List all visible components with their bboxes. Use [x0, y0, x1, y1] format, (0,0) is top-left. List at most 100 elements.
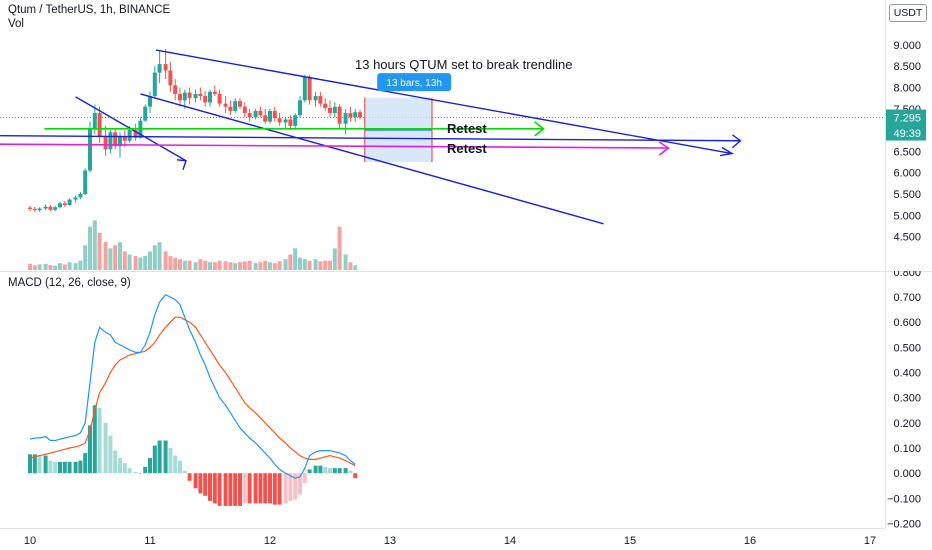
volume-bar	[73, 263, 78, 270]
upper-trendline	[155, 49, 733, 155]
volume-bar	[43, 263, 48, 270]
candle-body	[217, 93, 222, 104]
green-retest-arrowhead	[534, 121, 545, 137]
volume-bar	[152, 245, 157, 270]
volume-bar	[307, 260, 312, 270]
candle-body	[73, 197, 78, 200]
candle-body	[118, 136, 122, 147]
volume-bar	[203, 260, 208, 270]
volume-bar	[163, 251, 168, 270]
candle-body	[53, 207, 58, 210]
macd-histogram-bar	[37, 455, 42, 474]
macd-histogram-bar	[198, 473, 203, 494]
candle-body	[103, 136, 108, 150]
macd-histogram-bar	[268, 473, 272, 504]
macd-tick-label: 0.600	[893, 317, 921, 329]
volume-bar	[302, 259, 307, 270]
macd-histogram-bar	[323, 466, 328, 474]
volume-bar	[58, 263, 62, 270]
volume-bar	[228, 262, 233, 270]
time-tick-label: 10	[24, 535, 36, 547]
volume-bar	[233, 263, 238, 270]
macd-histogram-bar	[103, 422, 108, 474]
volume-bar	[238, 262, 242, 270]
volume-bar	[217, 260, 222, 270]
macd-histogram-bar	[203, 473, 208, 496]
candle-body	[122, 136, 127, 141]
volume-bar	[337, 226, 342, 270]
candle-body	[157, 64, 162, 73]
symbol-title[interactable]: Qtum / TetherUS, 1h, BINANCE	[8, 4, 171, 16]
candle-body	[228, 106, 233, 111]
candle-body	[187, 92, 192, 99]
volume-bar	[298, 257, 302, 270]
macd-histogram-bar	[288, 473, 293, 501]
candle-body	[92, 113, 97, 128]
macd-histogram-bar	[118, 458, 122, 474]
candle-body	[258, 110, 263, 116]
macd-histogram-bar	[307, 469, 312, 474]
macd-histogram-bar	[157, 440, 162, 474]
price-tick-label: 5.000	[893, 210, 921, 222]
volume-title[interactable]: Vol	[8, 18, 24, 30]
volume-bar	[78, 260, 83, 270]
macd-histogram-bar	[348, 470, 353, 474]
candle-body	[198, 93, 203, 97]
candle-body	[143, 106, 148, 121]
price-tick-label: 8.000	[893, 83, 921, 95]
macd-tick-label: −0.200	[887, 519, 921, 531]
macd-histogram-bar	[73, 461, 78, 474]
price-tick-label: 5.500	[893, 189, 921, 201]
volume-bar	[32, 265, 37, 270]
candle-body	[343, 113, 348, 124]
macd-histogram-bar	[253, 473, 258, 504]
time-tick-label: 13	[384, 535, 396, 547]
candle-body	[358, 112, 362, 118]
currency-button[interactable]: USDT	[889, 4, 927, 22]
candle-body	[332, 106, 337, 114]
macd-histogram-bar	[233, 473, 238, 506]
macd-histogram-bar	[283, 473, 288, 504]
candle-body	[148, 96, 152, 107]
candle-body	[127, 130, 132, 141]
macd-tick-label: −0.100	[887, 493, 921, 505]
volume-bar	[97, 232, 102, 270]
volume-bar	[173, 257, 178, 270]
retest-label-green[interactable]: Retest	[447, 121, 487, 136]
retest-label-magenta[interactable]: Retest	[447, 141, 487, 156]
macd-tick-label: 0.700	[893, 292, 921, 304]
macd-histogram-bar	[328, 468, 332, 474]
volume-bar	[113, 245, 118, 270]
time-tick-label: 14	[504, 535, 516, 547]
macd-histogram-bar	[88, 425, 92, 474]
macd-histogram-bar	[122, 463, 127, 474]
volume-bar	[277, 261, 282, 270]
candle-body	[293, 115, 298, 126]
countdown-label: 49:39	[893, 128, 921, 140]
volume-bar	[103, 242, 108, 270]
macd-title[interactable]: MACD (12, 26, close, 9)	[8, 277, 131, 289]
volume-bar	[122, 251, 127, 270]
candle-body	[58, 203, 62, 208]
annotation-text[interactable]: 13 hours QTUM set to break trendline	[355, 57, 573, 72]
macd-histogram-bar	[223, 473, 228, 506]
macd-histogram-bar	[313, 465, 318, 474]
volume-bar	[37, 264, 42, 270]
volume-bar	[148, 251, 152, 270]
volume-bar	[293, 248, 298, 270]
volume-bar	[343, 254, 348, 270]
macd-histogram-bar	[258, 473, 263, 504]
candle-body	[178, 93, 182, 101]
candle-body	[337, 106, 342, 124]
candle-body	[182, 92, 187, 101]
candle-body	[283, 119, 288, 123]
macd-histogram-bar	[318, 465, 323, 474]
macd-tick-label: 0.000	[893, 468, 921, 480]
candle-body	[203, 96, 208, 103]
horizontal-support-line	[0, 134, 741, 142]
macd-histogram-bar	[168, 448, 173, 474]
volume-bar	[28, 263, 32, 270]
volume-bar	[108, 248, 113, 270]
